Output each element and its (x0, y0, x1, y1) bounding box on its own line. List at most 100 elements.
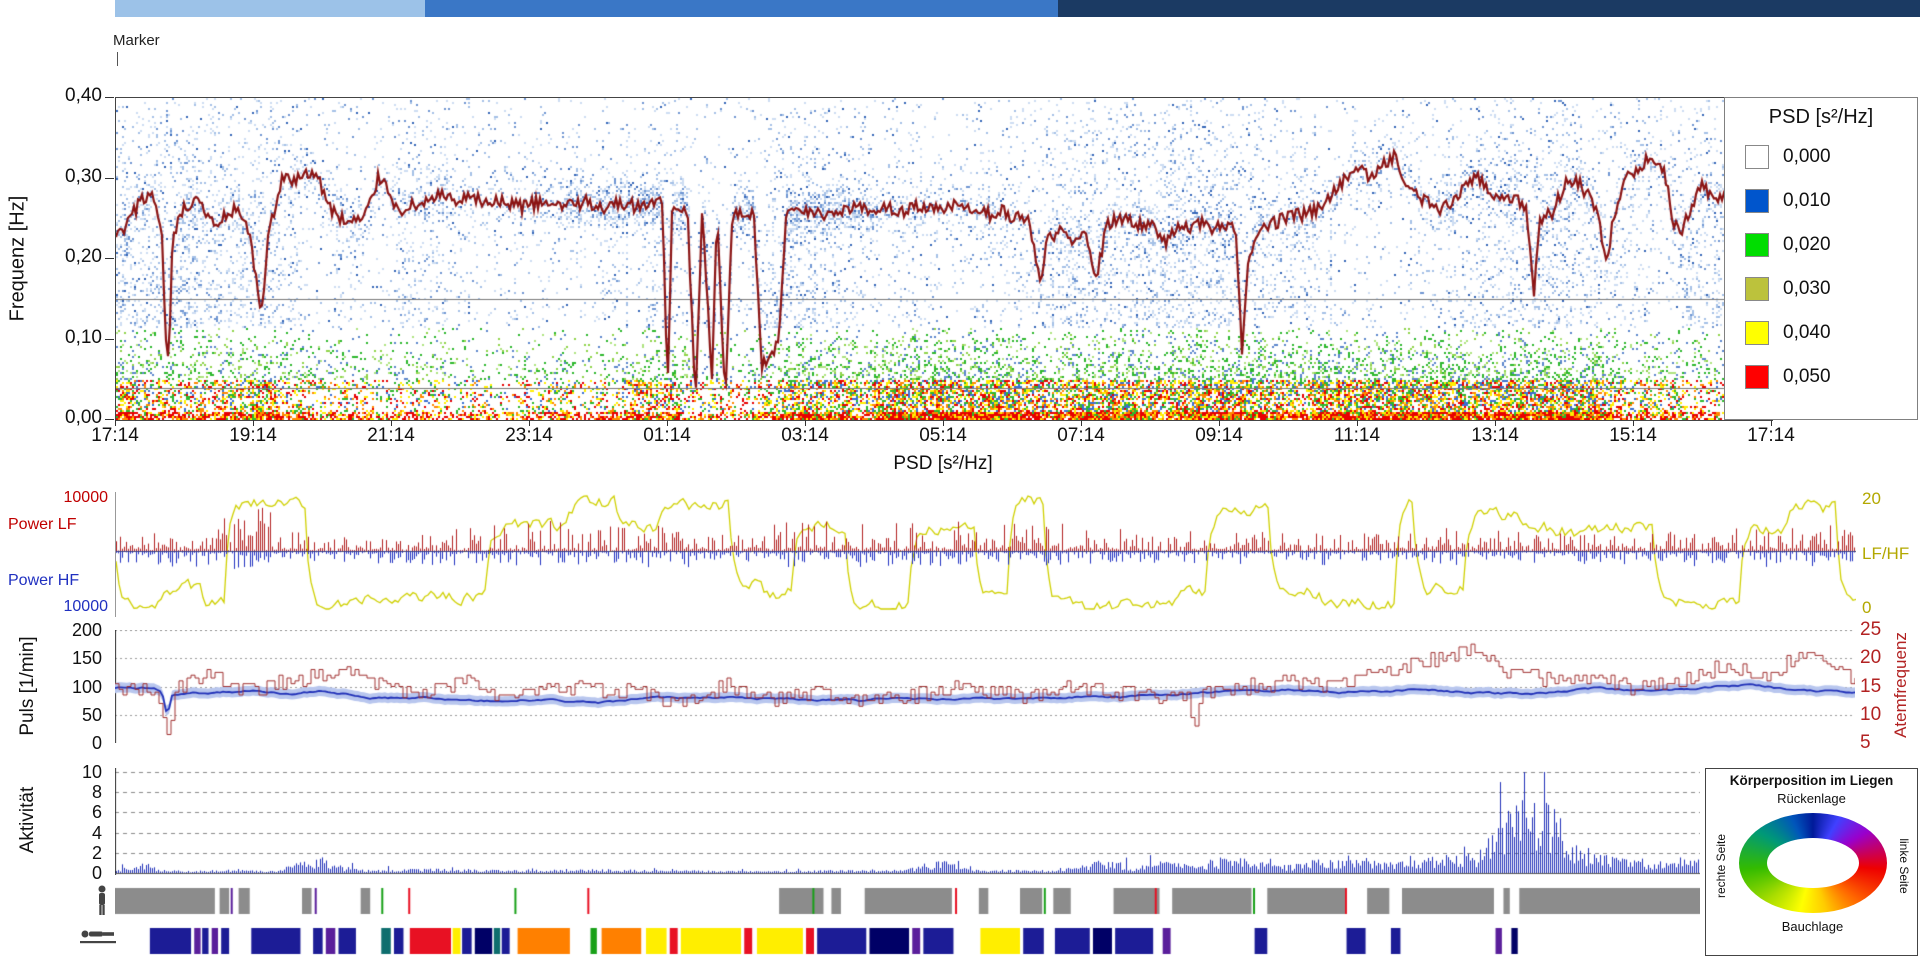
standing-person-icon (98, 885, 106, 915)
spectrogram-y-tick: 0,40 (65, 85, 102, 106)
activity-y-tick: 4 (91, 822, 102, 843)
spectrogram-y-tick: 0,00 (65, 407, 102, 428)
lying-person-icon (80, 930, 116, 944)
axis-tick-mark (115, 420, 116, 426)
body-position-legend: Körperposition im Liegen Rückenlage rech… (1705, 768, 1918, 956)
axis-tick-mark (1633, 420, 1634, 426)
power-hf-label: Power HF (8, 572, 80, 589)
time-period-segment[interactable] (1058, 0, 1920, 17)
psd-legend-entry: 0,040 (1725, 311, 1917, 355)
spectrogram-y-tick: 0,20 (65, 246, 102, 267)
marker-label: Marker (113, 32, 160, 49)
power-lf-max: 10000 (63, 489, 109, 506)
activity-y-title: Aktivität (17, 786, 38, 854)
power-hf-max: 10000 (63, 598, 109, 615)
respiration-y-tick: 20 (1860, 647, 1882, 668)
axis-tick-mark (667, 420, 668, 426)
psd-legend-value: 0,030 (1783, 278, 1831, 299)
pulse-y-tick: 200 (71, 620, 102, 640)
lfhf-max: 20 (1862, 489, 1881, 508)
spectrogram-x-tick: 17:14 (91, 425, 139, 446)
psd-legend-swatch (1745, 189, 1769, 213)
pulse-y-title: Puls [1/min] (17, 636, 38, 736)
position-right-side-label: rechte Seite (1714, 833, 1728, 899)
activity-y-tick: 6 (91, 802, 102, 823)
spectrogram-x-tick: 19:14 (229, 425, 277, 446)
time-period-segment[interactable] (425, 0, 1058, 17)
pulse-y-tick: 0 (91, 733, 102, 753)
respiration-y-tick: 5 (1860, 732, 1871, 753)
psd-legend-swatch (1745, 321, 1769, 345)
activity-y-tick: 0 (91, 863, 102, 883)
spectrogram-x-tick: 01:14 (643, 425, 691, 446)
lfhf-axis-label: LF/HF (1862, 544, 1910, 563)
position-prone-label: Bauchlage (1781, 919, 1844, 934)
spectrogram-x-tick: 21:14 (367, 425, 415, 446)
psd-legend-swatch (1745, 365, 1769, 389)
spectrogram-x-tick: 05:14 (919, 425, 967, 446)
axis-tick-mark (253, 420, 254, 426)
respiration-y-tick: 15 (1860, 675, 1882, 697)
time-period-bar[interactable] (115, 0, 1920, 17)
spectrogram-x-tick: 07:14 (1057, 425, 1105, 446)
spectrogram-x-tick: 17:14 (1747, 425, 1795, 446)
axis-tick-mark (1495, 420, 1496, 426)
spectrogram-y-title: Frequenz [Hz] (6, 195, 29, 322)
psd-legend-entry: 0,030 (1725, 267, 1917, 311)
time-period-segment[interactable] (115, 0, 425, 17)
spectrogram-x-tick: 15:14 (1609, 425, 1657, 446)
psd-legend-swatch (1745, 277, 1769, 301)
psd-legend-title: PSD [s²/Hz] (1768, 106, 1874, 128)
respiration-y-tick: 10 (1860, 703, 1882, 725)
respiration-y-tick: 25 (1860, 619, 1882, 640)
pulse-respiration-canvas[interactable] (115, 630, 1855, 743)
axis-tick-mark (529, 420, 530, 426)
psd-legend-entry: 0,020 (1725, 223, 1917, 267)
axis-tick-mark (805, 420, 806, 426)
psd-legend-value: 0,000 (1783, 146, 1831, 167)
hrv-power-canvas[interactable] (115, 492, 1856, 617)
spectrogram-x-title: PSD [s²/Hz] (893, 453, 993, 474)
lfhf-min: 0 (1862, 598, 1872, 617)
psd-legend-value: 0,040 (1783, 322, 1831, 343)
activity-y-tick: 2 (91, 842, 102, 863)
axis-tick-mark (105, 258, 114, 259)
power-lf-label: Power LF (8, 516, 77, 533)
axis-tick-mark (1771, 420, 1772, 426)
axis-tick-mark (105, 97, 114, 98)
psd-legend-swatch (1745, 145, 1769, 169)
pulse-y-tick: 150 (71, 648, 102, 668)
psd-legend-entry: 0,050 (1725, 355, 1917, 399)
axis-tick-mark (105, 339, 114, 340)
psd-legend-entry: 0,000 (1725, 135, 1917, 179)
body-position-legend-title: Körperposition im Liegen (1729, 773, 1894, 788)
psd-legend-value: 0,010 (1783, 190, 1831, 211)
spectrogram-x-tick: 13:14 (1471, 425, 1519, 446)
pulse-y-tick: 100 (71, 676, 102, 697)
activity-y-tick: 8 (91, 782, 102, 803)
position-color-ring (1739, 813, 1887, 913)
spectrogram-canvas[interactable] (115, 97, 1773, 421)
psd-legend: PSD [s²/Hz] 0,000 0,010 0,020 0,030 0,040 0,0… (1724, 97, 1918, 420)
spectrogram-y-tick: 0,30 (65, 165, 102, 187)
position-back-label: Rückenlage (1777, 791, 1846, 806)
axis-tick-mark (943, 420, 944, 426)
spectrogram-y-tick: 0,10 (65, 326, 102, 348)
psd-legend-entry: 0,010 (1725, 179, 1917, 223)
spectrogram-x-tick: 11:14 (1333, 425, 1381, 446)
spectrogram-x-tick: 23:14 (505, 425, 553, 446)
axis-tick-mark (1081, 420, 1082, 426)
body-position-canvas[interactable] (115, 886, 1700, 956)
position-left-side-label: linke Seite (1897, 838, 1911, 894)
psd-legend-value: 0,020 (1783, 234, 1831, 255)
psd-legend-swatch (1745, 233, 1769, 257)
pulse-y-tick: 50 (81, 704, 102, 725)
axis-tick-mark (1219, 420, 1220, 426)
marker-tick (117, 52, 118, 66)
axis-tick-mark (105, 419, 114, 420)
axis-tick-mark (1357, 420, 1358, 426)
axis-tick-mark (105, 178, 114, 179)
activity-canvas[interactable] (115, 768, 1700, 875)
activity-y-tick: 10 (81, 762, 102, 782)
